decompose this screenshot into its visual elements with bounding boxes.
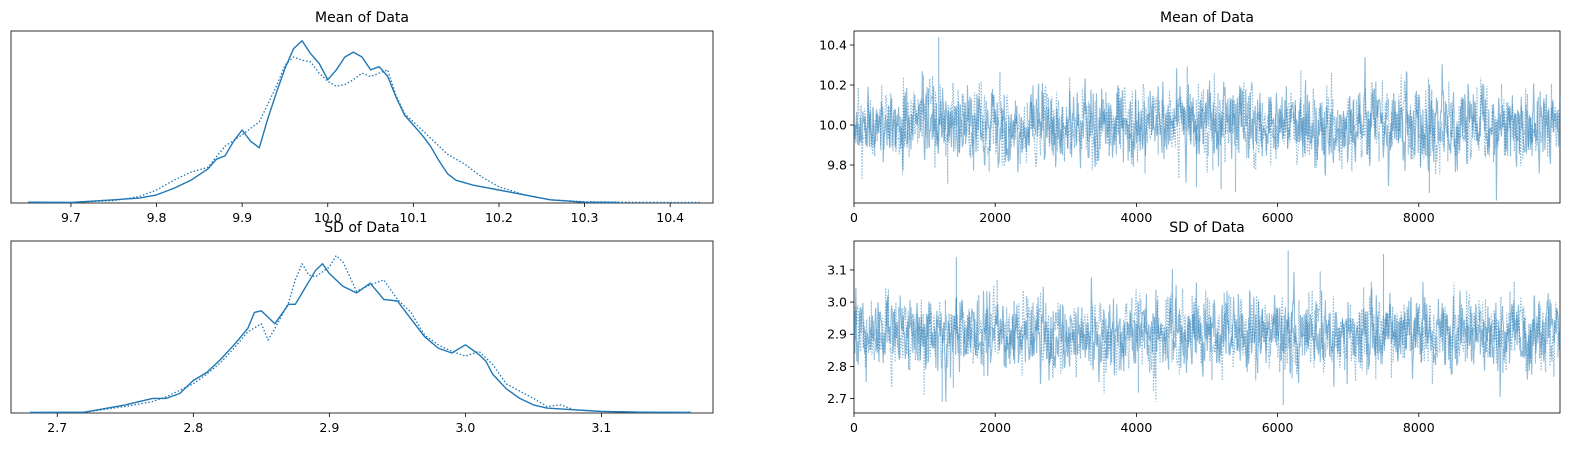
density-line-dotted (29, 254, 692, 414)
x-tick-label: 2.7 (47, 420, 67, 435)
density-line-dotted (28, 56, 702, 204)
trace-mean-sample-lines (853, 37, 1561, 201)
x-tick-label: 2.8 (183, 420, 203, 435)
y-tick-label: 10.2 (819, 78, 847, 93)
x-tick-label: 10.4 (656, 210, 684, 225)
x-tick-label: 3.0 (455, 420, 475, 435)
x-tick-label: 3.1 (591, 420, 611, 435)
kde-mean-frame (10, 30, 714, 204)
panel-kde-mean: Mean of Data 9.7 9.8 9.9 10.0 10.1 10.2 10.3 10… (10, 10, 714, 225)
panel-trace-sd: SD of Data 0 2000 4000 6000 8000 2.7 2.8 2.9 3.0… (827, 220, 1561, 435)
x-tick-label: 9.7 (61, 210, 81, 225)
trace-sd-sample-lines (853, 250, 1561, 405)
x-tick-label: 4000 (1120, 210, 1152, 225)
panel-trace-mean: Mean of Data 0 2000 4000 6000 8000 9.8 10.0 10.… (819, 10, 1561, 226)
x-tick-label: 2000 (979, 420, 1011, 435)
x-tick-label: 0 (850, 210, 858, 225)
y-tick-label: 3.0 (827, 295, 847, 310)
x-tick-label: 2.9 (319, 420, 339, 435)
y-tick-label: 2.8 (827, 359, 847, 374)
kde-sd-x-axis: 2.7 2.8 2.9 3.0 3.1 (47, 413, 611, 435)
y-tick-label: 2.7 (827, 391, 847, 406)
trace-sd-title: SD of Data (1169, 220, 1245, 236)
y-tick-label: 2.9 (827, 327, 847, 342)
kde-mean-x-axis: 9.7 9.8 9.9 10.0 10.1 10.2 10.3 10.4 (61, 203, 684, 225)
trace-sd-axes: 0 2000 4000 6000 8000 2.7 2.8 2.9 3.0 3.1 (827, 262, 1435, 435)
y-tick-label: 10.4 (819, 38, 847, 53)
density-line-solid (28, 40, 619, 204)
trace-line-dotted (853, 271, 1561, 402)
x-tick-label: 8000 (1403, 210, 1435, 225)
density-line-solid (29, 263, 692, 414)
kde-sd-title: SD of Data (324, 220, 400, 236)
x-tick-label: 0 (850, 420, 858, 435)
x-tick-label: 9.9 (232, 210, 252, 225)
x-tick-label: 10.0 (314, 210, 342, 225)
x-tick-label: 10.2 (485, 210, 513, 225)
kde-sd-frame (10, 240, 714, 414)
trace-line-solid (853, 57, 1561, 201)
x-tick-label: 8000 (1403, 420, 1435, 435)
y-tick-label: 9.8 (827, 158, 847, 173)
x-tick-label: 9.8 (147, 210, 167, 225)
x-tick-label: 6000 (1262, 420, 1294, 435)
y-tick-label: 3.1 (827, 262, 847, 277)
x-tick-label: 6000 (1262, 210, 1294, 225)
y-tick-label: 10.0 (819, 118, 847, 133)
x-tick-label: 2000 (979, 210, 1011, 225)
x-tick-label: 10.3 (571, 210, 599, 225)
trace-line-solid (853, 269, 1561, 402)
panel-kde-sd: SD of Data 2.7 2.8 2.9 3.0 3.1 (10, 220, 714, 435)
kde-sd-density-lines (29, 254, 692, 414)
trace-line-dotted (853, 66, 1561, 193)
trace-mean-title: Mean of Data (1160, 10, 1254, 26)
x-tick-label: 4000 (1120, 420, 1152, 435)
kde-mean-title: Mean of Data (315, 10, 409, 26)
kde-mean-density-lines (28, 40, 702, 204)
x-tick-label: 10.1 (399, 210, 427, 225)
trace-mean-axes: 0 2000 4000 6000 8000 9.8 10.0 10.2 10.4 (819, 38, 1435, 226)
